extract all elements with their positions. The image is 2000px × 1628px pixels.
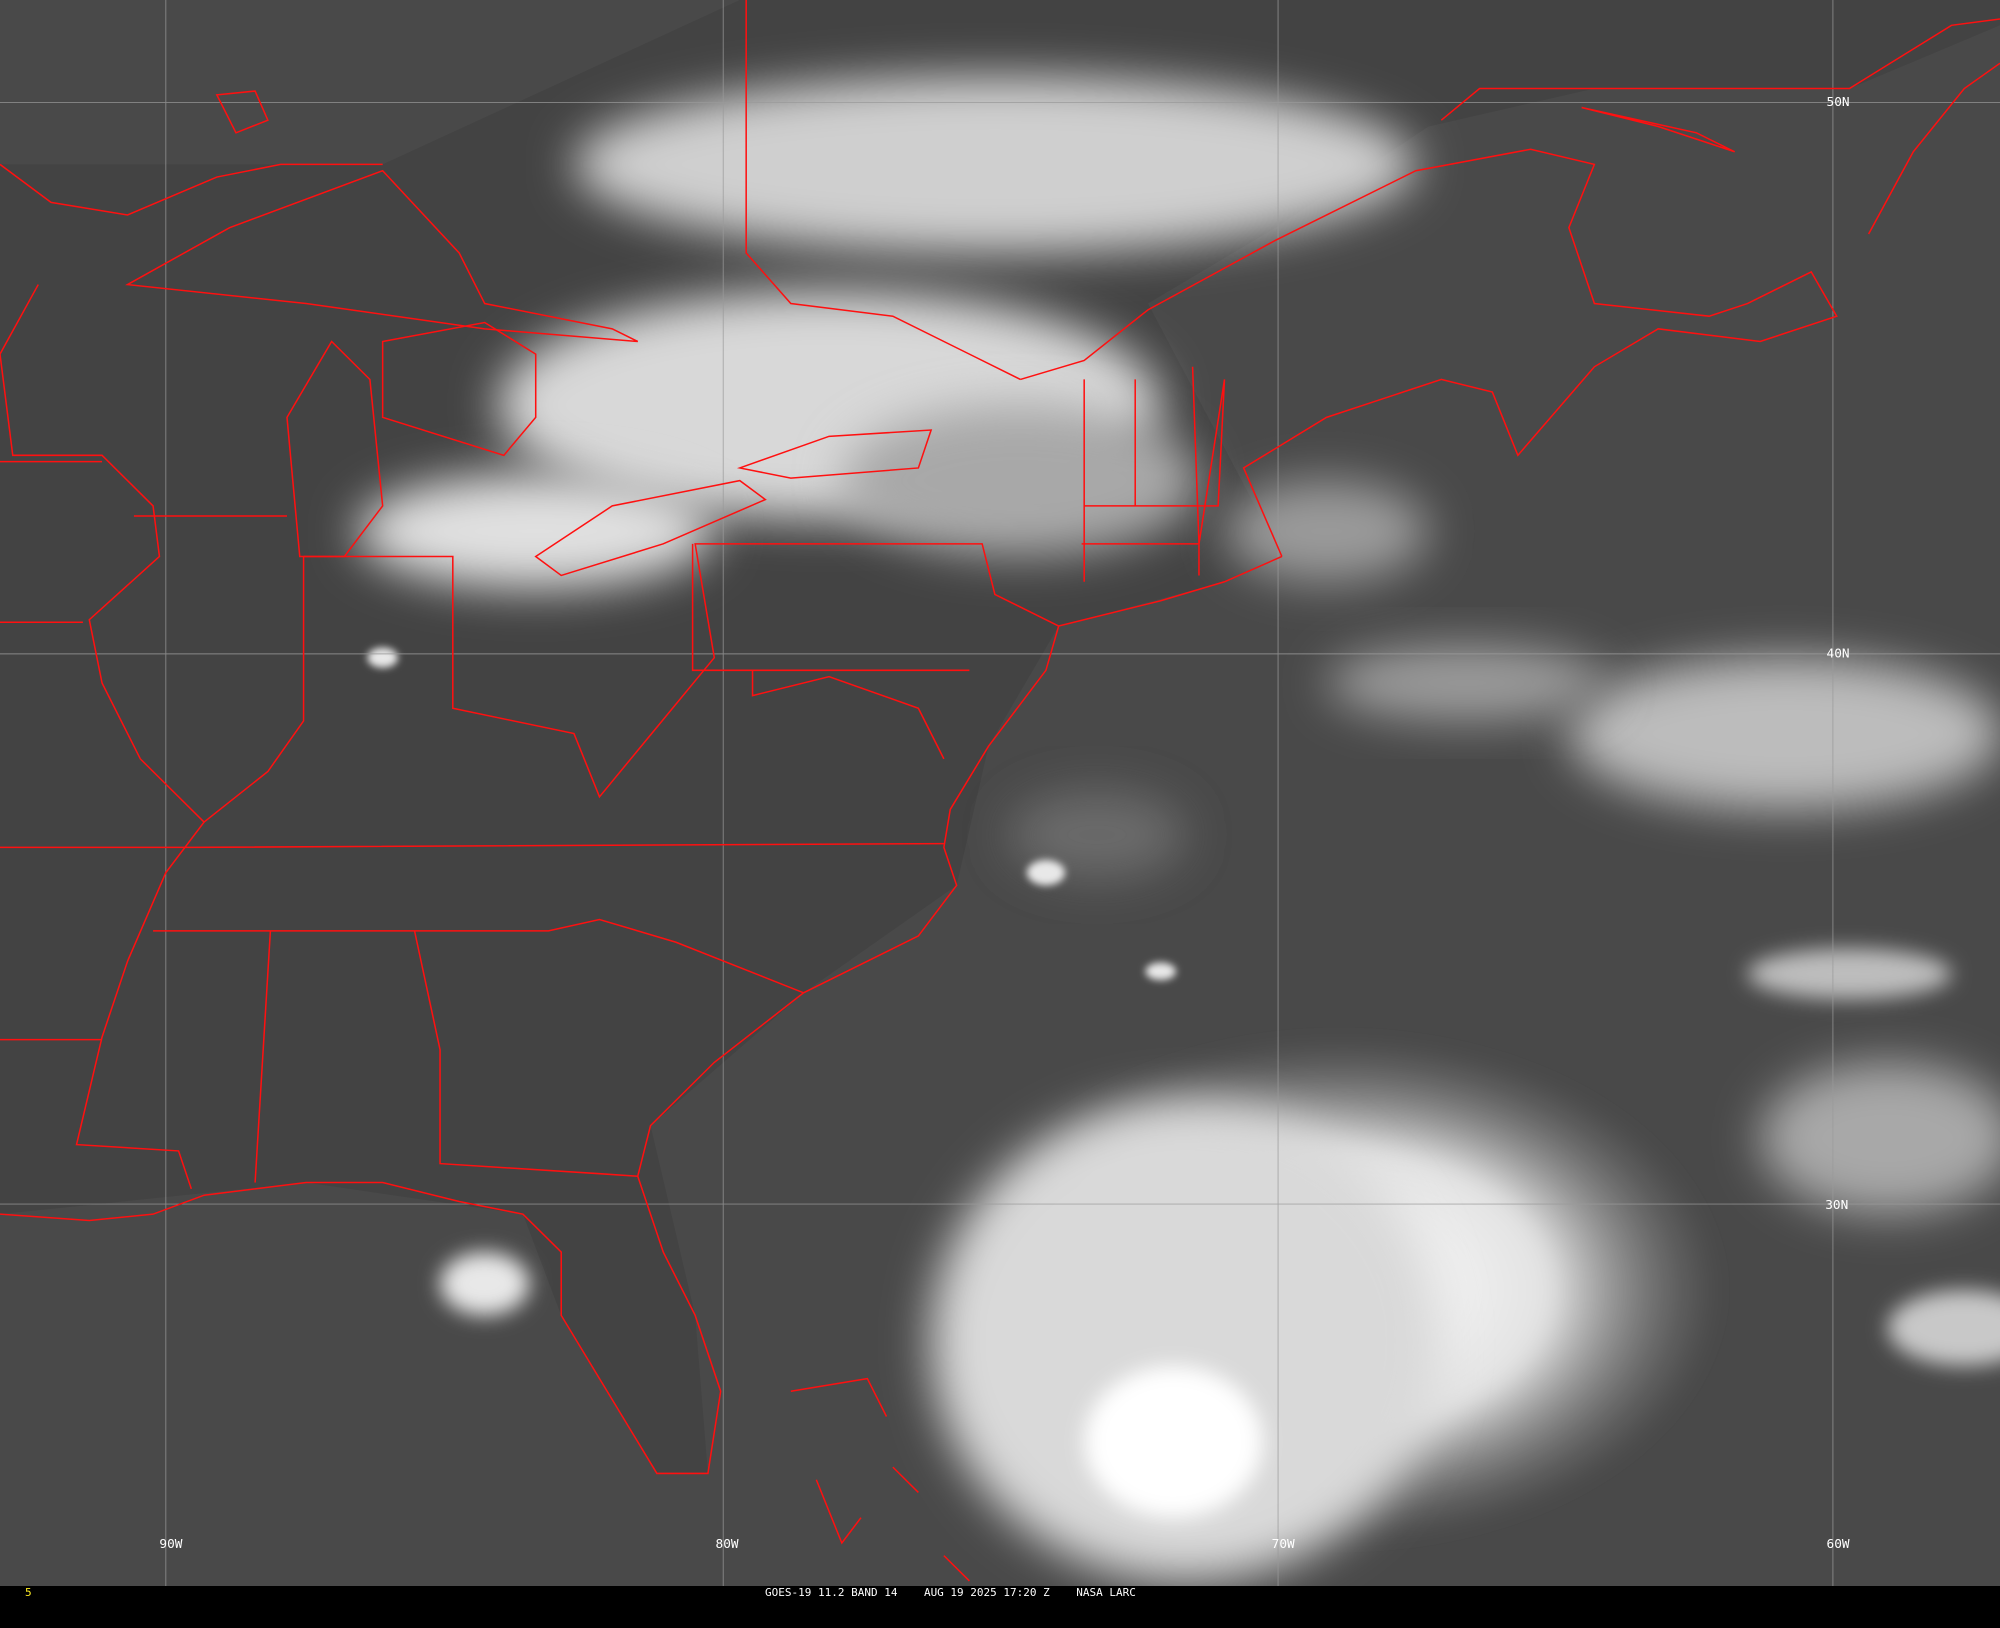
lat-label: 50N	[1827, 94, 1850, 109]
lon-label: 70W	[1272, 1536, 1295, 1551]
caption-bar: 5 GOES-19 11.2 BAND 14 AUG 19 2025 17:20…	[0, 1586, 2000, 1600]
lat-lon-grid	[0, 0, 2000, 1586]
lon-label: 80W	[716, 1536, 739, 1551]
grid-labels: 50N 40N 30N 90W 80W 70W 60W	[159, 94, 1849, 1551]
satellite-image: 50N 40N 30N 90W 80W 70W 60W	[0, 0, 2000, 1586]
political-borders	[0, 0, 2000, 1582]
lon-label: 60W	[1827, 1536, 1850, 1551]
lon-label: 90W	[159, 1536, 182, 1551]
frame-number: 5	[25, 1586, 32, 1599]
lat-label: 30N	[1825, 1197, 1848, 1212]
image-caption: GOES-19 11.2 BAND 14 AUG 19 2025 17:20 Z…	[765, 1586, 1136, 1599]
land-mass	[0, 0, 2000, 1473]
lat-label: 40N	[1827, 646, 1850, 661]
cloud-layer	[357, 75, 2000, 1581]
